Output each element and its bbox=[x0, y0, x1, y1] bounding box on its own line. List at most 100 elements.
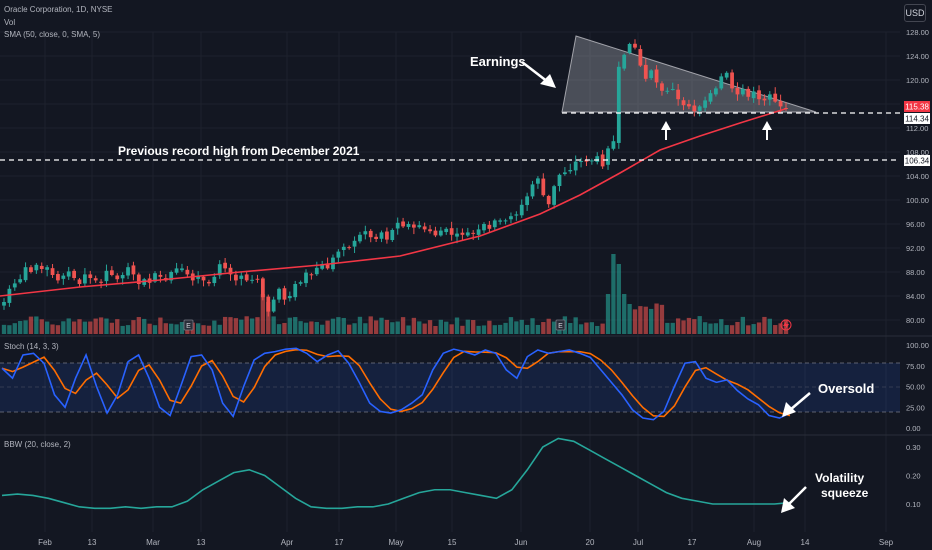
volume-bar bbox=[422, 323, 427, 334]
candle-body bbox=[600, 154, 605, 167]
volume-bar bbox=[595, 325, 600, 334]
volume-bar bbox=[740, 316, 746, 334]
volume-bar bbox=[611, 254, 616, 334]
candle-body bbox=[109, 270, 114, 275]
volume-bar bbox=[61, 321, 66, 334]
volume-bar bbox=[390, 322, 395, 334]
oversold-arrow bbox=[782, 392, 811, 417]
bbw-legend[interactable]: BBW (20, close, 2) bbox=[4, 440, 71, 449]
support-price-text: 114.34 bbox=[905, 115, 929, 124]
volume-bar bbox=[125, 325, 131, 334]
currency-button[interactable]: USD bbox=[904, 4, 926, 22]
earnings-icon-1[interactable]: E bbox=[183, 319, 194, 331]
candle-body bbox=[778, 101, 783, 107]
candle-body bbox=[277, 288, 281, 300]
volume-bar bbox=[44, 321, 50, 334]
volume-bar bbox=[697, 316, 702, 334]
volume-legend[interactable]: Vol bbox=[4, 18, 15, 27]
volume-bar bbox=[28, 316, 34, 334]
volume-bar bbox=[498, 324, 503, 334]
time-tick-label: Jun bbox=[515, 538, 528, 547]
candle-body bbox=[395, 222, 400, 229]
volume-bar bbox=[131, 320, 136, 334]
stoch-k-line bbox=[1, 347, 791, 421]
volume-bar bbox=[686, 317, 692, 334]
time-tick-label: 17 bbox=[688, 538, 697, 547]
volume-bar bbox=[406, 325, 411, 334]
volume-bar bbox=[546, 318, 551, 334]
volume-bar bbox=[249, 318, 255, 334]
price-tick-label: 92.00 bbox=[906, 244, 925, 253]
volume-bar bbox=[357, 316, 363, 334]
time-tick-label: 15 bbox=[448, 538, 457, 547]
stoch-tick-label: 0.00 bbox=[906, 424, 921, 433]
volume-bar bbox=[708, 323, 713, 334]
volume-bar bbox=[481, 325, 487, 334]
volume-bar bbox=[627, 304, 632, 334]
candle-body bbox=[7, 288, 12, 303]
candle-body bbox=[654, 69, 659, 83]
volume-bar bbox=[514, 321, 519, 334]
volume-bar bbox=[109, 322, 115, 334]
volume-bar bbox=[347, 324, 352, 334]
candle-body bbox=[503, 220, 508, 222]
time-tick-label: Apr bbox=[281, 538, 294, 547]
time-tick-label: 13 bbox=[197, 538, 206, 547]
volume-bar bbox=[298, 321, 303, 334]
volume-bar bbox=[433, 325, 438, 334]
volume-bar bbox=[195, 323, 201, 334]
candle-body bbox=[455, 233, 459, 237]
candle-body bbox=[282, 288, 287, 300]
candle-body bbox=[536, 178, 540, 184]
candle-body bbox=[465, 232, 470, 236]
volume-bar bbox=[605, 294, 611, 334]
volume-bar bbox=[50, 324, 55, 334]
volume-bar bbox=[314, 321, 319, 334]
candle-body bbox=[616, 66, 621, 143]
time-tick-label: 17 bbox=[335, 538, 344, 547]
volume-bar bbox=[152, 325, 158, 334]
volume-bar bbox=[427, 320, 433, 334]
candle-body bbox=[589, 160, 594, 162]
candle-body bbox=[584, 159, 589, 162]
candle-body bbox=[260, 278, 265, 298]
candle-body bbox=[325, 263, 330, 269]
volume-bar bbox=[77, 319, 82, 334]
volume-bar bbox=[670, 322, 675, 334]
earnings-annotation: Earnings bbox=[470, 54, 526, 69]
volume-bar bbox=[411, 317, 417, 334]
candle-body bbox=[131, 265, 136, 275]
candle-body bbox=[50, 268, 55, 275]
candle-body bbox=[93, 278, 98, 281]
candle-body bbox=[633, 43, 637, 48]
volume-bar bbox=[568, 322, 573, 334]
candle-body bbox=[336, 251, 341, 258]
sma-line bbox=[0, 108, 786, 297]
candle-body bbox=[368, 230, 373, 238]
volume-bar bbox=[363, 323, 368, 334]
symbol-title[interactable]: Oracle Corporation, 1D, NYSE bbox=[4, 5, 113, 14]
candle-body bbox=[363, 231, 368, 235]
support-price-tag bbox=[904, 113, 930, 124]
stoch-legend[interactable]: Stoch (14, 3, 3) bbox=[4, 342, 59, 351]
volume-bar bbox=[12, 323, 17, 334]
price-tick-label: 120.00 bbox=[906, 76, 929, 85]
candle-body bbox=[18, 279, 23, 283]
candle-body bbox=[773, 93, 778, 102]
candle-body bbox=[374, 236, 379, 239]
lightning-icon[interactable] bbox=[780, 319, 792, 331]
earnings-icon-2[interactable]: E bbox=[555, 319, 566, 331]
time-tick-label: Feb bbox=[38, 538, 52, 547]
candle-body bbox=[379, 232, 384, 239]
volume-bar bbox=[729, 325, 735, 334]
candle-body bbox=[740, 89, 745, 95]
volume-bar bbox=[530, 318, 535, 334]
volume-bar bbox=[266, 301, 271, 334]
candle-body bbox=[784, 107, 788, 109]
volume-bars bbox=[1, 254, 789, 334]
price-tick-label: 84.00 bbox=[906, 292, 925, 301]
candle-body bbox=[428, 229, 432, 232]
candle-body bbox=[595, 156, 600, 162]
sma-legend[interactable]: SMA (50, close, 0, SMA, 5) bbox=[4, 30, 100, 39]
